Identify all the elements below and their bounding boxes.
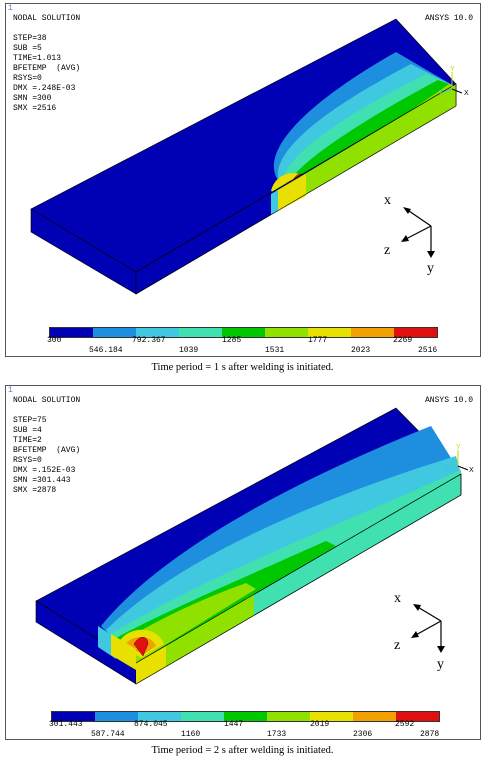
info-line: DMX =.152E-03 xyxy=(13,466,76,475)
legend-labels: 301.443 874.045 1447 2019 2592 587.744 1… xyxy=(49,720,440,739)
legend-swatch xyxy=(138,712,181,721)
legend-swatch xyxy=(396,712,439,721)
axis-label-y: y xyxy=(427,261,434,276)
window-number: 1 xyxy=(8,386,13,395)
figure-caption: Time period = 2 s after welding is initi… xyxy=(151,745,334,756)
welded-plate-model: Y Z X x z y xyxy=(35,407,474,685)
axis-label-x: x xyxy=(394,591,401,606)
legend-swatch xyxy=(52,712,95,721)
info-line: STEP=38 xyxy=(13,34,47,43)
info-line: SMN =301.443 xyxy=(13,476,71,485)
legend-swatch xyxy=(95,712,138,721)
software-version: ANSYS 10.0 xyxy=(424,14,473,23)
svg-text:Z: Z xyxy=(439,90,444,97)
svg-text:Y: Y xyxy=(456,444,461,451)
color-legend xyxy=(49,327,438,338)
weld-pool xyxy=(133,637,149,657)
plot-title: NODAL SOLUTION xyxy=(13,14,81,23)
software-version: ANSYS 10.0 xyxy=(424,396,473,405)
svg-text:X: X xyxy=(464,90,469,97)
axis-label-z: z xyxy=(384,243,390,258)
figure-caption: Time period = 1 s after welding is initi… xyxy=(151,362,334,373)
solution-info: STEP=75 SUB =4 TIME=2 BFETEMP (AVG) RSYS… xyxy=(13,416,80,496)
svg-text:Y: Y xyxy=(450,66,455,73)
front-face-warm xyxy=(111,634,136,670)
legend-swatch xyxy=(265,328,308,337)
legend-swatch xyxy=(351,328,394,337)
info-line: SUB =5 xyxy=(13,44,42,53)
info-line: RSYS=0 xyxy=(13,456,42,465)
info-line: BFETEMP (AVG) xyxy=(13,446,81,455)
axis-label-x: x xyxy=(384,193,391,208)
legend-swatch xyxy=(308,328,351,337)
info-line: TIME=1.013 xyxy=(13,54,62,63)
contour-plot-1: 1 NODAL SOLUTION ANSYS 10.0 STEP=38 SUB … xyxy=(5,3,481,357)
legend-swatch xyxy=(222,328,265,337)
legend-labels: 300 792.367 1285 1777 2269 546.184 1039 … xyxy=(47,336,438,355)
info-line: STEP=75 xyxy=(13,416,47,425)
solution-info: STEP=38 SUB =5 TIME=1.013 BFETEMP (AVG) … xyxy=(13,34,80,114)
axis-label-z: z xyxy=(394,638,400,653)
side-face-heated xyxy=(276,84,456,212)
global-axis-icon: Y Z X xyxy=(445,444,474,474)
svg-text:X: X xyxy=(469,467,474,474)
legend-swatch xyxy=(93,328,136,337)
side-face-cool xyxy=(271,190,278,215)
side-face-hot xyxy=(136,646,166,684)
side-face-hot xyxy=(276,174,306,212)
legend-swatch xyxy=(353,712,396,721)
global-axis-icon: Y Z X xyxy=(439,66,469,97)
legend-swatch xyxy=(310,712,353,721)
coordinate-triad: x z y xyxy=(384,193,435,276)
legend-swatch xyxy=(224,712,267,721)
info-line: SMX =2878 xyxy=(13,486,57,495)
plot-title: NODAL SOLUTION xyxy=(13,396,81,405)
legend-swatch xyxy=(267,712,310,721)
coordinate-triad: x z y xyxy=(394,591,445,672)
info-line: SMN =300 xyxy=(13,94,52,103)
svg-text:Z: Z xyxy=(445,467,450,474)
legend-swatch xyxy=(181,712,224,721)
welded-plate-model: Y Z X x z y xyxy=(30,18,469,295)
legend-swatch xyxy=(50,328,93,337)
info-line: SMX =2516 xyxy=(13,104,57,113)
legend-swatch xyxy=(136,328,179,337)
info-line: BFETEMP (AVG) xyxy=(13,64,81,73)
legend-swatch xyxy=(394,328,437,337)
contour-plot-2: 1 NODAL SOLUTION ANSYS 10.0 STEP=75 SUB … xyxy=(5,385,481,740)
axis-label-y: y xyxy=(437,657,444,672)
legend-swatch xyxy=(179,328,222,337)
info-line: DMX =.248E-03 xyxy=(13,84,76,93)
window-number: 1 xyxy=(8,4,13,13)
color-legend xyxy=(51,711,440,722)
info-line: RSYS=0 xyxy=(13,74,42,83)
info-line: TIME=2 xyxy=(13,436,42,445)
info-line: SUB =4 xyxy=(13,426,42,435)
